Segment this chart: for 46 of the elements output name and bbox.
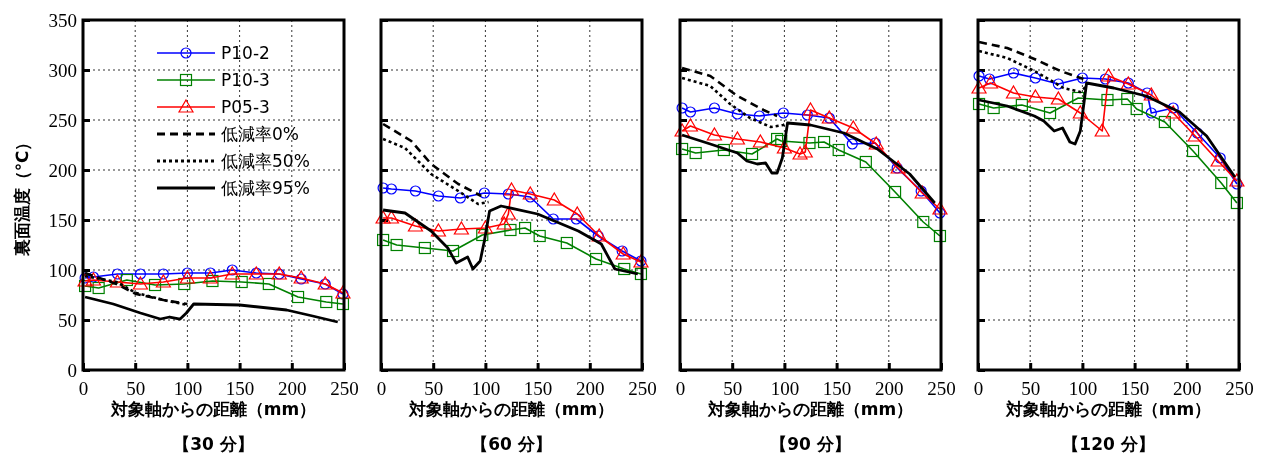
x-tick-label: 100 bbox=[1068, 378, 1098, 400]
y-tick-label: 200 bbox=[48, 159, 77, 181]
x-tick-label: 150 bbox=[225, 378, 255, 400]
legend-label: 低減率0% bbox=[221, 124, 299, 144]
x-tick-label: 250 bbox=[628, 378, 657, 400]
legend-label: P05-3 bbox=[221, 97, 270, 117]
legend-label: 低減率50% bbox=[221, 151, 310, 171]
y-tick-label: 0 bbox=[67, 359, 77, 381]
x-tick-label: 200 bbox=[278, 378, 307, 400]
y-tick-label: 350 bbox=[48, 9, 77, 31]
x-tick-label: 100 bbox=[471, 378, 501, 400]
x-axis-title: 対象軸からの距離（mm） bbox=[706, 399, 914, 419]
y-tick-label: 250 bbox=[48, 109, 77, 131]
x-tick-label: 0 bbox=[973, 378, 984, 400]
x-tick-label: 200 bbox=[875, 378, 904, 400]
x-tick-label: 0 bbox=[376, 378, 387, 400]
x-tick-label: 50 bbox=[424, 378, 444, 400]
x-tick-label: 250 bbox=[1225, 378, 1254, 400]
legend-label: P10-2 bbox=[221, 43, 270, 63]
y-tick-label: 300 bbox=[48, 59, 77, 81]
x-tick-label: 50 bbox=[1021, 378, 1041, 400]
y-tick-label: 50 bbox=[58, 309, 77, 331]
legend-label: P10-3 bbox=[221, 70, 270, 90]
text: 【90 分】 bbox=[770, 434, 851, 454]
x-tick-label: 250 bbox=[927, 378, 956, 400]
x-tick-label: 0 bbox=[675, 378, 686, 400]
y-tick-label: 100 bbox=[48, 259, 77, 281]
x-axis-title: 対象軸からの距離（mm） bbox=[407, 399, 615, 419]
x-axis-title: 対象軸からの距離（mm） bbox=[109, 399, 317, 419]
x-tick-label: 100 bbox=[770, 378, 800, 400]
x-tick-label: 50 bbox=[723, 378, 743, 400]
x-tick-label: 250 bbox=[330, 378, 359, 400]
x-tick-label: 150 bbox=[822, 378, 852, 400]
x-tick-label: 150 bbox=[523, 378, 553, 400]
x-tick-label: 100 bbox=[173, 378, 203, 400]
y-axis-title: 裏面温度（℃） bbox=[12, 133, 32, 258]
x-tick-label: 50 bbox=[126, 378, 146, 400]
x-tick-label: 200 bbox=[1173, 378, 1202, 400]
text: 【120 分】 bbox=[1062, 434, 1155, 454]
legend-label: 低減率95% bbox=[221, 178, 310, 198]
x-axis-title: 対象軸からの距離（mm） bbox=[1004, 399, 1212, 419]
text: 【60 分】 bbox=[471, 434, 552, 454]
x-tick-label: 150 bbox=[1120, 378, 1150, 400]
x-tick-label: 200 bbox=[576, 378, 605, 400]
y-tick-label: 150 bbox=[48, 209, 77, 231]
text: 【30 分】 bbox=[173, 434, 254, 454]
